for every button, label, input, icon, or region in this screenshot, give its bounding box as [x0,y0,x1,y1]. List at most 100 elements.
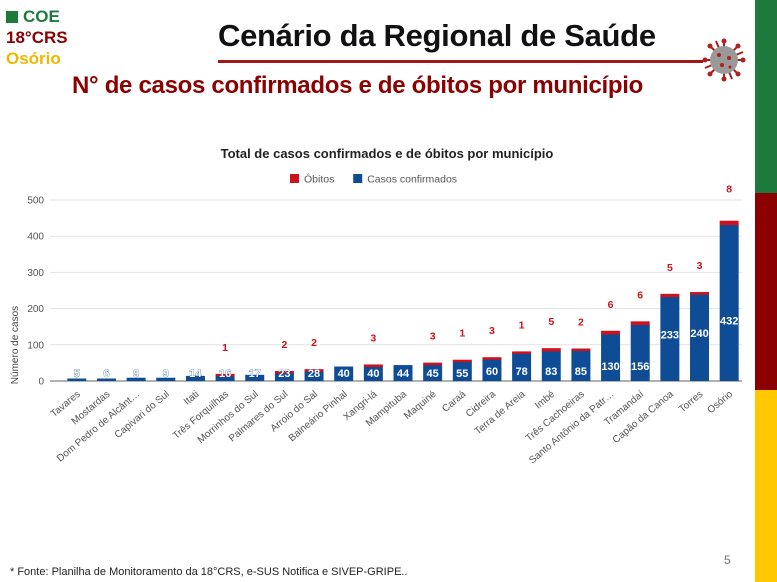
legend-label-1: Casos confirmados [367,174,457,186]
cases-data-label-12: 45 [427,368,439,380]
legend-swatch-0 [290,174,299,183]
y-tick-label-2: 200 [27,304,44,315]
bar-deaths-10 [363,364,383,368]
y-tick-label-3: 300 [27,268,44,279]
coronavirus-icon [702,38,746,82]
deaths-data-label-10: 3 [370,332,376,344]
bar-cases-20 [660,296,680,381]
slide-subtitle: N° de casos confirmados e de óbitos por … [72,72,643,99]
y-tick-label-0: 0 [38,377,44,388]
bar-deaths-16 [541,348,561,352]
y-tick-label-1: 100 [27,340,44,351]
bar-deaths-19 [630,321,650,326]
title-underline [218,60,703,63]
bar-cases-19 [630,324,650,381]
cases-data-label-22: 432 [720,316,738,328]
cases-data-label-11: 44 [397,368,410,380]
bar-deaths-12 [423,362,443,366]
bar-cases-7 [274,372,294,381]
bar-cases-11 [393,365,413,381]
cases-data-label-15: 78 [515,366,527,378]
deaths-data-label-16: 5 [548,316,554,328]
y-tick-label-4: 400 [27,232,44,243]
bar-deaths-22 [719,220,739,226]
decor-stripe-red [755,193,777,390]
bar-deaths-13 [452,359,472,363]
cases-data-label-7: 23 [278,368,290,380]
deaths-data-label-21: 3 [697,260,703,272]
cases-data-label-8: 28 [308,368,320,380]
cases-data-label-16: 83 [545,366,557,378]
bar-cases-22 [719,224,739,381]
bar-deaths-17 [571,348,591,352]
deaths-data-label-20: 5 [667,262,673,274]
bar-cases-5 [215,375,235,381]
bar-cases-12 [423,364,443,381]
x-tick-label-12: Maquiné [402,389,439,422]
cases-data-label-5: 16 [219,368,231,380]
stacked-bar-chart: Total de casos confirmados e de óbitos p… [10,146,742,467]
deaths-data-label-19: 6 [637,289,643,301]
cases-data-label-13: 55 [456,368,468,380]
bar-cases-3 [156,377,176,381]
bar-cases-18 [601,333,621,381]
bar-cases-17 [571,350,591,381]
deaths-data-label-15: 1 [519,319,525,331]
cases-data-label-6: 17 [249,368,261,380]
cases-data-label-0: 5 [74,368,80,380]
y-axis-label: Número de casos [10,306,21,384]
cases-data-label-2: 9 [133,368,139,380]
bar-deaths-7 [274,370,294,374]
x-tick-label-21: Torres [677,389,705,415]
coe-logo: COE 18°CRS Osório [6,6,68,69]
bar-cases-8 [304,370,324,381]
bar-deaths-21 [690,292,710,295]
deaths-data-label-5: 1 [222,342,228,354]
bar-cases-14 [482,359,502,381]
deaths-data-label-8: 2 [311,337,317,349]
slide-title: Cenário da Regional de Saúde [218,18,656,53]
logo-line-3: Osório [6,49,61,68]
cases-data-label-17: 85 [575,366,587,378]
deaths-data-label-14: 3 [489,325,495,337]
deaths-data-label-7: 2 [281,339,287,351]
logo-line-1: COE [23,7,60,26]
legend-label-0: Óbitos [304,173,334,186]
bar-cases-10 [363,366,383,381]
bar-cases-16 [541,350,561,381]
y-tick-label-5: 500 [27,196,44,207]
x-tick-label-22: Osório [705,389,735,417]
cases-data-label-4: 14 [189,368,202,380]
bar-cases-0 [67,378,87,381]
cases-data-label-19: 156 [631,361,649,373]
bar-deaths-15 [512,351,532,354]
bar-deaths-20 [660,293,680,298]
x-tick-label-16: Imbé [533,389,557,412]
chart-legend: Óbitos Casos confirmados [290,173,457,186]
page-number: 5 [724,553,731,567]
deaths-data-label-13: 1 [459,328,465,340]
cases-data-label-1: 6 [103,368,109,380]
deaths-data-label-17: 2 [578,317,584,329]
bar-deaths-14 [482,357,502,360]
cases-data-label-18: 130 [601,361,619,373]
source-footnote: * Fonte: Planilha de Monitoramento da 18… [10,566,408,578]
bar-cases-6 [245,374,265,381]
x-tick-label-4: Itati [182,389,201,408]
bar-deaths-8 [304,369,324,372]
decor-stripe-yellow [755,390,777,582]
bar-deaths-5 [215,373,235,377]
bar-cases-2 [126,377,146,381]
cases-data-label-3: 9 [163,368,169,380]
green-square-icon [6,10,18,23]
cases-data-label-14: 60 [486,366,498,378]
deaths-data-label-12: 3 [430,331,436,343]
deaths-data-label-22: 8 [726,184,732,196]
legend-swatch-1 [353,174,363,183]
bar-cases-4 [185,375,205,381]
bar-deaths-18 [601,330,621,335]
bar-cases-9 [334,366,354,381]
bar-cases-21 [690,294,710,381]
